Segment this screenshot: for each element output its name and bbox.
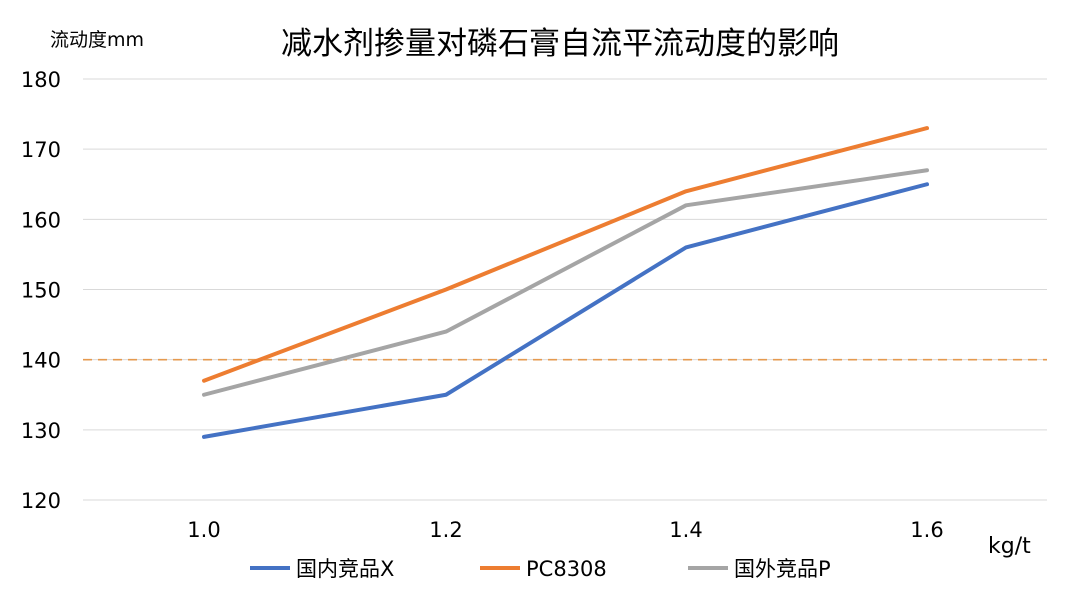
x-tick-label: 1.4 [669, 518, 702, 542]
series-lines [202, 126, 929, 439]
y-tick-label: 180 [21, 68, 61, 92]
y-tick-label: 160 [21, 208, 61, 232]
legend-label: 国内竞品X [296, 557, 394, 581]
legend: 国内竞品X PC8308 国外竞品P [250, 557, 831, 581]
chart-title: 减水剂掺量对磷石膏自流平流动度的影响 [281, 26, 839, 62]
x-axis-label: kg/t [988, 534, 1031, 559]
y-tick-label: 120 [21, 489, 61, 513]
x-tick-label: 1.0 [187, 518, 220, 542]
x-axis-ticks: 1.0 1.2 1.4 1.6 [187, 518, 943, 542]
y-tick-label: 150 [21, 279, 61, 303]
y-tick-label: 130 [21, 419, 61, 443]
x-tick-label: 1.6 [910, 518, 943, 542]
y-tick-label: 170 [21, 138, 61, 162]
y-axis-ticks: 120 130 140 150 160 170 180 [21, 68, 61, 513]
legend-label: 国外竞品P [734, 557, 831, 581]
series-line-3 [202, 168, 929, 397]
gridlines [83, 78, 1047, 501]
y-tick-label: 140 [21, 349, 61, 373]
series-line-1 [202, 182, 929, 439]
y-axis-label: 流动度mm [50, 29, 144, 51]
x-tick-label: 1.2 [429, 518, 462, 542]
legend-label: PC8308 [526, 557, 607, 581]
series-line-2 [202, 126, 929, 383]
